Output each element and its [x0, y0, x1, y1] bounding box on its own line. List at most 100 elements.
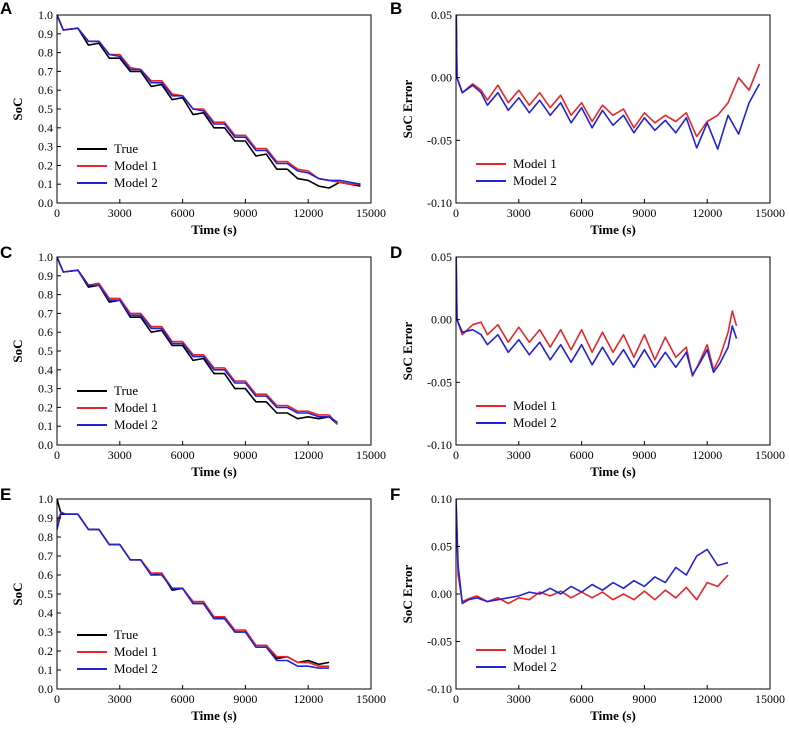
y-tick-label: -0.05	[427, 133, 452, 147]
y-tick-label: 0.6	[38, 83, 53, 97]
x-tick-label: 12000	[293, 206, 323, 220]
legend: True Model 1 Model 2	[77, 627, 158, 676]
y-tick-label: 0.9	[38, 269, 53, 283]
legend-label: Model 1	[114, 400, 158, 415]
x-tick-label: 0	[453, 206, 459, 220]
series-line-model-1	[57, 511, 330, 668]
x-axis-label: Time (s)	[590, 222, 636, 237]
x-tick-label: 12000	[293, 448, 323, 462]
panel-label: D	[390, 243, 402, 262]
y-tick-label: 0.10	[431, 492, 452, 506]
x-tick-label: 0	[54, 206, 60, 220]
legend-label: True	[114, 141, 138, 156]
y-tick-label: 0.05	[431, 540, 452, 554]
y-tick-label: 0.4	[38, 121, 53, 135]
x-tick-label: 3000	[108, 448, 132, 462]
x-axis-label: Time (s)	[590, 708, 636, 723]
series-line-model-1	[57, 15, 361, 185]
plot-frame	[56, 498, 372, 690]
panel-label: A	[0, 0, 12, 18]
plot-frame	[455, 14, 771, 204]
series-line-model-1	[456, 15, 761, 138]
legend-label: Model 1	[114, 644, 158, 659]
x-tick-label: 15000	[755, 448, 785, 462]
y-tick-label: -0.10	[427, 196, 452, 210]
series-line-true	[57, 499, 330, 666]
x-tick-label: 3000	[507, 448, 531, 462]
y-tick-label: 0.4	[38, 363, 53, 377]
x-tick-label: 15000	[755, 206, 785, 220]
legend: True Model 1 Model 2	[77, 383, 158, 432]
y-tick-label: 0.05	[431, 8, 452, 22]
y-tick-label: 1.0	[38, 492, 53, 506]
y-tick-label: 0.00	[431, 71, 452, 85]
series-line-model-1	[456, 499, 729, 605]
x-axis-label: Time (s)	[191, 222, 237, 237]
plot-frame	[56, 14, 372, 204]
x-tick-label: 9000	[632, 448, 656, 462]
panel-label: C	[0, 243, 12, 262]
y-tick-label: 0.7	[38, 549, 53, 563]
y-tick-label: 0.00	[431, 587, 452, 601]
legend-label: True	[114, 383, 138, 398]
x-tick-label: 9000	[233, 206, 257, 220]
y-tick-label: 0.5	[38, 587, 53, 601]
x-tick-label: 6000	[570, 692, 594, 706]
y-tick-label: 0.00	[431, 313, 452, 327]
x-tick-label: 6000	[171, 448, 195, 462]
y-tick-label: 0.5	[38, 344, 53, 358]
legend-label: Model 1	[513, 642, 557, 657]
legend-label: Model 2	[114, 661, 158, 676]
y-tick-label: 0.2	[38, 158, 53, 172]
series-line-model-1	[456, 257, 738, 377]
y-tick-label: 0.5	[38, 102, 53, 116]
legend-label: Model 1	[513, 398, 557, 413]
x-tick-label: 3000	[108, 206, 132, 220]
panel-a: A 0 3000 6000 9000 12000 15000 0.0 0.1 0.2 0.3 0.4 0…	[0, 0, 386, 237]
panel-label: F	[390, 485, 400, 504]
y-tick-label: -0.05	[427, 635, 452, 649]
x-tick-label: 15000	[356, 692, 386, 706]
y-tick-label: 0.3	[38, 140, 53, 154]
x-tick-label: 12000	[692, 692, 722, 706]
x-tick-label: 6000	[570, 206, 594, 220]
y-tick-label: 0.2	[38, 644, 53, 658]
x-tick-label: 9000	[233, 692, 257, 706]
y-tick-label: 0.1	[38, 177, 53, 191]
panel-label: B	[390, 0, 402, 18]
y-axis-label: SoC Error	[400, 564, 415, 623]
legend-label: Model 2	[513, 173, 557, 188]
legend: Model 1 Model 2	[476, 398, 557, 430]
y-tick-label: -0.10	[427, 682, 452, 696]
x-tick-label: 6000	[171, 692, 195, 706]
y-tick-label: 0.6	[38, 568, 53, 582]
x-tick-label: 15000	[755, 692, 785, 706]
x-tick-label: 0	[54, 448, 60, 462]
y-tick-label: 0.4	[38, 606, 53, 620]
x-tick-label: 3000	[108, 692, 132, 706]
y-tick-label: -0.05	[427, 375, 452, 389]
y-tick-label: 0.1	[38, 663, 53, 677]
x-tick-label: 6000	[171, 206, 195, 220]
y-tick-label: 0.9	[38, 511, 53, 525]
series-line-true	[57, 15, 361, 189]
x-tick-label: 6000	[570, 448, 594, 462]
y-tick-label: 0.8	[38, 46, 53, 60]
y-tick-label: 0.9	[38, 27, 53, 41]
panel-f: F 0 3000 6000 9000 12000 15000 -0.10 -0.05 0.00 0.…	[390, 485, 785, 723]
y-axis-label: SoC Error	[400, 321, 415, 380]
x-tick-label: 0	[453, 692, 459, 706]
legend-label: Model 2	[513, 415, 557, 430]
x-axis-label: Time (s)	[191, 708, 237, 723]
panel-label: E	[0, 485, 11, 504]
x-tick-label: 15000	[356, 206, 386, 220]
y-tick-label: 1.0	[38, 8, 53, 22]
series-line-model-2	[456, 15, 761, 150]
y-axis-label: SoC	[10, 97, 25, 120]
y-tick-label: 0.8	[38, 530, 53, 544]
x-tick-label: 9000	[233, 448, 257, 462]
y-tick-label: 0.3	[38, 625, 53, 639]
x-tick-label: 12000	[692, 448, 722, 462]
panel-d: D 0 3000 6000 9000 12000 15000 -0.10 -0.05 0.00 0.…	[390, 243, 785, 479]
y-tick-label: 0.7	[38, 306, 53, 320]
